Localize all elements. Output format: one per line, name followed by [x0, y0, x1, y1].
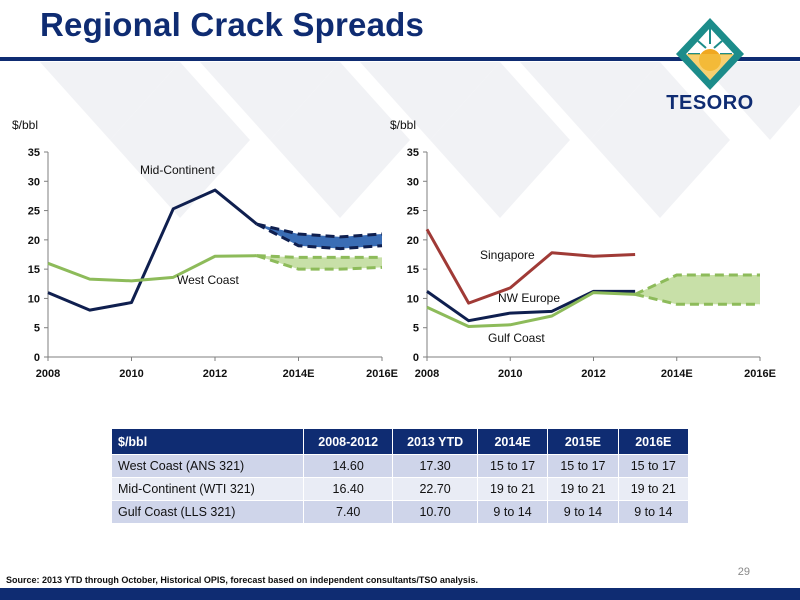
- series-line: [426, 291, 636, 329]
- table-cell: 15 to 17: [547, 454, 619, 478]
- table-cell: Gulf Coast (LLS 321): [110, 500, 305, 524]
- table-cell: 19 to 21: [476, 477, 549, 501]
- table-cell: West Coast (ANS 321): [110, 454, 305, 478]
- y-tick-label: 5: [413, 323, 419, 335]
- series-label: West Coast: [177, 273, 239, 287]
- x-tick-label: 2008: [415, 368, 439, 380]
- page-number: 29: [737, 566, 750, 578]
- forecast-band: [635, 275, 760, 305]
- y-tick-label: 30: [407, 176, 419, 188]
- forecast-upper-line: [256, 222, 383, 239]
- series-label: Singapore: [480, 248, 535, 262]
- table-cell: 15 to 17: [617, 454, 690, 478]
- table-header-cell: $/bbl: [110, 428, 305, 455]
- table-cell: Mid-Continent (WTI 321): [110, 477, 305, 501]
- tesoro-logo-text: TESORO: [666, 92, 754, 114]
- y-tick-label: 25: [407, 206, 419, 218]
- table-cell: 17.30: [392, 454, 478, 478]
- table-row: West Coast (ANS 321) 14.60 17.30 15 to 1…: [110, 454, 690, 478]
- singapore-nw-europe-gulf-coast-chart: $/bbl 0 5 10 15 20 25 30 35 2008 2010 2012 2014E 2016…: [390, 118, 776, 380]
- y-axis-label: $/bbl: [390, 118, 416, 132]
- table-cell: 9 to 14: [476, 500, 549, 524]
- x-tick-label: 2014E: [283, 368, 315, 380]
- x-tick-label: 2014E: [661, 368, 693, 380]
- forecast-upper-line: [634, 273, 760, 296]
- table-header-cell: 2008-2012: [303, 428, 394, 455]
- table-cell: 16.40: [303, 477, 394, 501]
- table-header-cell: 2015E: [547, 428, 619, 455]
- table-cell: 9 to 14: [617, 500, 690, 524]
- table-row: Mid-Continent (WTI 321) 16.40 22.70 19 t…: [110, 477, 690, 501]
- x-tick-label: 2008: [36, 368, 60, 380]
- y-tick-label: 0: [34, 352, 40, 364]
- title-divider: [0, 57, 800, 61]
- table-header-cell: 2016E: [617, 428, 690, 455]
- source-note: Source: 2013 YTD through October, Histor…: [6, 575, 478, 585]
- y-tick-label: 5: [34, 323, 40, 335]
- x-tick-label: 2010: [119, 368, 143, 380]
- y-tick-label: 35: [407, 147, 419, 159]
- y-tick-label: 10: [28, 293, 40, 305]
- table-cell: 19 to 21: [547, 477, 619, 501]
- table-row: Gulf Coast (LLS 321) 7.40 10.70 9 to 14 …: [110, 500, 690, 524]
- forecast-upper-line: [256, 254, 382, 259]
- y-tick-label: 10: [407, 293, 419, 305]
- y-tick-label: 35: [28, 147, 40, 159]
- table-cell: 15 to 17: [476, 454, 549, 478]
- y-tick-label: 15: [28, 264, 40, 276]
- table-header-cell: 2014E: [476, 428, 549, 455]
- y-tick-label: 30: [28, 176, 40, 188]
- forecast-lower-line: [634, 292, 760, 306]
- series-line: [47, 254, 257, 283]
- y-axis-label: $/bbl: [12, 118, 38, 132]
- y-tick-label: 20: [28, 235, 40, 247]
- table-cell: 9 to 14: [547, 500, 619, 524]
- y-tick-label: 20: [407, 235, 419, 247]
- series-line: [425, 228, 636, 305]
- mid-continent-west-coast-chart: $/bbl 0 5 10 15 20 25 30 35 2008 2010 2012 2014E 2016…: [12, 118, 398, 380]
- table-cell: 7.40: [303, 500, 394, 524]
- x-tick-label: 2012: [203, 368, 227, 380]
- series-line: [47, 188, 258, 312]
- page-title: Regional Crack Spreads: [40, 6, 425, 43]
- x-tick-label: 2016E: [366, 368, 398, 380]
- tesoro-logo: TESORO: [640, 14, 780, 124]
- series-label: Mid-Continent: [140, 163, 215, 177]
- footer-bar: [0, 588, 800, 600]
- crack-spread-table: $/bbl 2008-2012 2013 YTD 2014E 2015E 201…: [110, 428, 690, 524]
- y-tick-label: 25: [28, 206, 40, 218]
- table-cell: 14.60: [303, 454, 394, 478]
- x-tick-label: 2010: [498, 368, 522, 380]
- y-tick-label: 0: [413, 352, 419, 364]
- x-tick-label: 2016E: [744, 368, 776, 380]
- table-header-cell: 2013 YTD: [392, 428, 478, 455]
- table-cell: 22.70: [392, 477, 478, 501]
- series-label: Gulf Coast: [488, 331, 545, 345]
- table-header-row: $/bbl 2008-2012 2013 YTD 2014E 2015E 201…: [110, 428, 690, 455]
- series-label: NW Europe: [498, 291, 560, 305]
- forecast-lower-line: [256, 254, 383, 271]
- table-cell: 19 to 21: [617, 477, 690, 501]
- x-tick-label: 2012: [581, 368, 605, 380]
- y-tick-label: 15: [407, 264, 419, 276]
- tesoro-emblem-icon: [676, 18, 744, 90]
- table-cell: 10.70: [392, 500, 478, 524]
